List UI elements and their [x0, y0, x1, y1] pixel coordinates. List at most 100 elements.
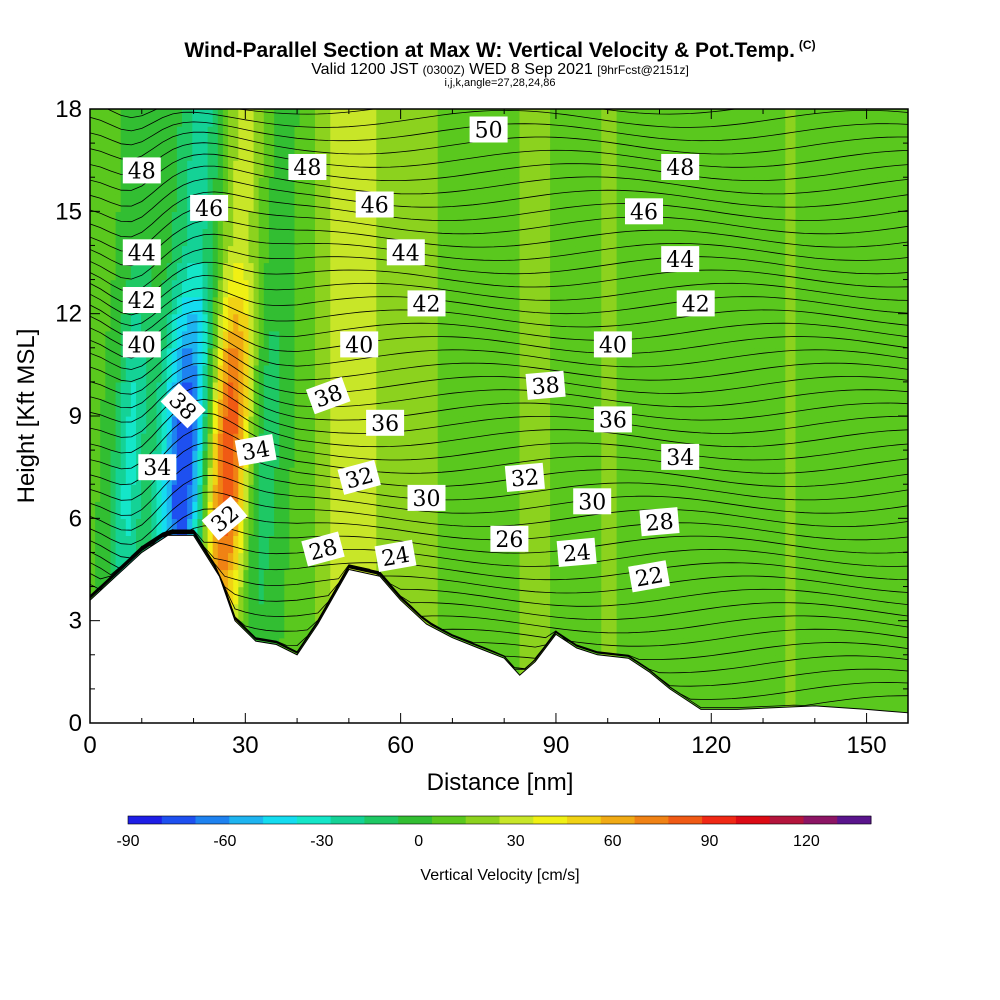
- velocity-cell: [713, 654, 720, 673]
- velocity-cell: [872, 518, 878, 536]
- velocity-cell: [683, 620, 689, 639]
- velocity-cell: [718, 569, 725, 588]
- velocity-cell: [207, 245, 214, 264]
- velocity-cell: [872, 364, 878, 383]
- velocity-cell: [473, 347, 480, 366]
- velocity-cell: [294, 535, 301, 554]
- velocity-cell: [417, 535, 423, 554]
- velocity-cell: [284, 313, 290, 332]
- velocity-cell: [422, 416, 428, 434]
- velocity-cell: [95, 194, 101, 212]
- velocity-cell: [749, 228, 756, 247]
- velocity-cell: [550, 279, 556, 298]
- velocity-cell: [243, 518, 250, 536]
- velocity-cell: [171, 433, 178, 451]
- velocity-cell: [432, 398, 439, 417]
- velocity-cell: [821, 637, 827, 656]
- velocity-cell: [703, 433, 710, 451]
- velocity-cell: [407, 586, 413, 605]
- velocity-cell: [734, 569, 740, 588]
- velocity-cell: [892, 501, 899, 519]
- velocity-cell: [141, 518, 147, 536]
- velocity-cell: [458, 501, 464, 519]
- velocity-cell: [207, 433, 214, 451]
- velocity-cell: [580, 279, 587, 298]
- velocity-cell: [407, 398, 413, 417]
- velocity-cell: [442, 228, 449, 247]
- velocity-cell: [560, 416, 567, 434]
- velocity-cell: [754, 654, 761, 673]
- velocity-cell: [100, 245, 106, 264]
- velocity-cell: [156, 518, 163, 536]
- velocity-cell: [759, 603, 766, 622]
- velocity-cell: [279, 330, 285, 349]
- velocity-cell: [284, 381, 290, 400]
- velocity-cell: [100, 279, 106, 298]
- velocity-cell: [759, 467, 766, 485]
- velocity-cell: [304, 586, 311, 605]
- velocity-cell: [713, 688, 720, 707]
- velocity-cell: [698, 620, 705, 639]
- velocity-cell: [238, 228, 244, 247]
- velocity-cell: [258, 262, 265, 281]
- velocity-cell: [361, 484, 367, 502]
- velocity-cell: [115, 433, 122, 451]
- velocity-cell: [274, 228, 280, 247]
- velocity-cell: [151, 433, 158, 451]
- velocity-cell: [340, 279, 347, 298]
- velocity-cell: [647, 586, 653, 605]
- velocity-cell: [867, 330, 873, 349]
- velocity-cell: [580, 347, 587, 366]
- velocity-cell: [780, 688, 786, 707]
- velocity-cell: [529, 211, 536, 229]
- velocity-cell: [279, 433, 285, 451]
- velocity-cell: [867, 211, 873, 229]
- velocity-cell: [805, 228, 812, 247]
- velocity-cell: [810, 654, 817, 673]
- velocity-cell: [330, 330, 336, 349]
- velocity-cell: [662, 671, 669, 690]
- velocity-cell: [514, 654, 520, 673]
- velocity-cell: [401, 484, 408, 502]
- velocity-cell: [217, 552, 224, 571]
- velocity-cell: [887, 211, 894, 229]
- velocity-cell: [146, 177, 152, 195]
- velocity-cell: [361, 381, 367, 400]
- velocity-cell: [105, 518, 111, 536]
- velocity-cell: [652, 262, 659, 281]
- velocity-cell: [642, 398, 648, 417]
- velocity-cell: [606, 586, 613, 605]
- velocity-cell: [371, 552, 377, 571]
- velocity-cell: [284, 467, 290, 485]
- velocity-cell: [212, 313, 219, 332]
- velocity-cell: [872, 688, 878, 707]
- velocity-cell: [611, 262, 618, 281]
- velocity-cell: [330, 245, 336, 264]
- velocity-cell: [115, 296, 122, 315]
- velocity-cell: [841, 467, 848, 485]
- velocity-cell: [376, 433, 382, 451]
- velocity-cell: [483, 398, 490, 417]
- velocity-cell: [125, 211, 132, 229]
- velocity-cell: [478, 245, 485, 264]
- velocity-cell: [897, 262, 904, 281]
- velocity-cell: [698, 433, 705, 451]
- velocity-cell: [407, 467, 413, 485]
- velocity-cell: [672, 279, 679, 298]
- velocity-cell: [488, 586, 495, 605]
- velocity-cell: [683, 398, 689, 417]
- velocity-cell: [350, 245, 357, 264]
- velocity-cell: [677, 518, 684, 536]
- velocity-cell: [401, 569, 408, 588]
- velocity-cell: [698, 262, 705, 281]
- velocity-cell: [693, 552, 699, 571]
- velocity-cell: [182, 467, 188, 485]
- velocity-cell: [478, 569, 485, 588]
- velocity-cell: [892, 586, 899, 605]
- velocity-cell: [775, 279, 781, 298]
- velocity-cell: [744, 245, 751, 264]
- velocity-cell: [642, 296, 648, 315]
- velocity-cell: [621, 364, 628, 383]
- velocity-cell: [182, 518, 188, 536]
- velocity-cell: [667, 467, 674, 485]
